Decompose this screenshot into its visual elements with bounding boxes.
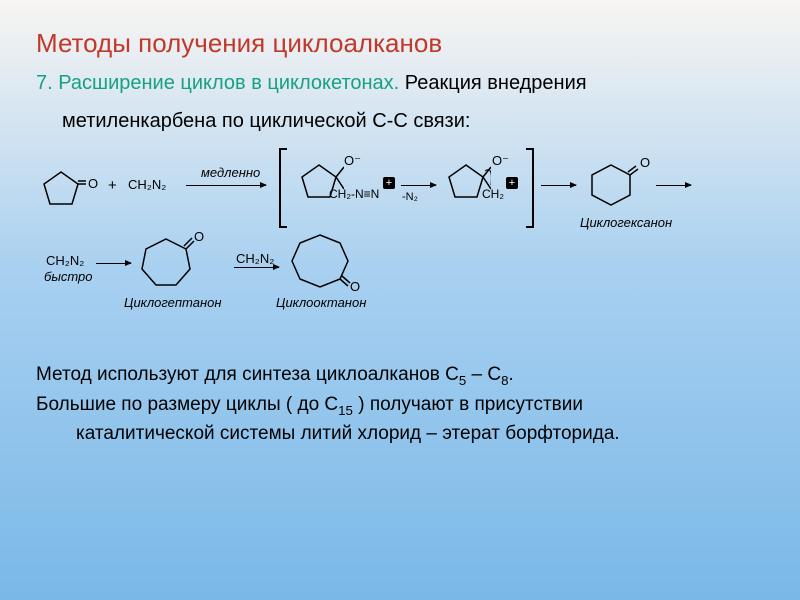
chept-o: O bbox=[194, 229, 204, 244]
bracket-left bbox=[279, 148, 287, 228]
section-rest-2: метиленкарбена по циклической С-С связи: bbox=[62, 110, 470, 132]
footer-text: Метод используют для синтеза циклоалкано… bbox=[36, 361, 764, 449]
diazomethane-label: CH₂N₂ bbox=[128, 177, 166, 192]
o-minus-2: O⁻ bbox=[492, 153, 509, 169]
arrow-4 bbox=[656, 185, 691, 186]
footer-l2s: 15 bbox=[338, 403, 353, 418]
cyclohexanone-icon bbox=[584, 161, 639, 209]
o-minus-1: O⁻ bbox=[344, 153, 361, 169]
arrow-6 bbox=[234, 267, 279, 268]
plus-box-1: + bbox=[383, 177, 395, 189]
fast-label: быстро bbox=[44, 269, 93, 284]
diazo-3: CH₂N₂ bbox=[236, 251, 274, 266]
minus-n2-label: -N₂ bbox=[402, 191, 418, 203]
arrow-2 bbox=[401, 185, 436, 186]
arrow-1 bbox=[186, 185, 266, 186]
page-title: Методы получения циклоалканов bbox=[36, 28, 764, 59]
cyclopentanone-icon bbox=[36, 168, 86, 208]
footer-l2b: ) получают в присутствии bbox=[353, 394, 583, 415]
cycloheptanone-name: Циклогептанон bbox=[124, 295, 221, 310]
arrow-3 bbox=[541, 185, 576, 186]
section-rest-1: Реакция внедрения bbox=[405, 72, 587, 94]
cp-oxygen-label: O bbox=[88, 176, 98, 191]
section-number: 7. bbox=[36, 72, 53, 94]
cycloheptanone-icon bbox=[136, 235, 196, 290]
reaction-scheme: O + CH₂N₂ медленно O⁻ CH₂-N≡N + -N₂ O⁻ C… bbox=[36, 143, 764, 343]
coct-o: O bbox=[350, 279, 360, 294]
footer-l1b: – С bbox=[466, 364, 501, 385]
cyclooctanone-name: Циклооктанон bbox=[276, 295, 366, 310]
diazo-2: CH₂N₂ bbox=[46, 253, 84, 268]
slow-label: медленно bbox=[201, 165, 260, 180]
ch2n-label: CH₂-N≡N bbox=[329, 187, 379, 201]
section-head: Расширение циклов в циклокетонах. bbox=[58, 72, 399, 94]
bracket-right bbox=[526, 148, 534, 228]
ch2-label: CH₂ bbox=[482, 187, 504, 201]
footer-l2a: Большие по размеру циклы ( до С bbox=[36, 394, 338, 415]
chex-o: O bbox=[640, 155, 650, 170]
footer-l1c: . bbox=[509, 364, 514, 385]
plus-sign: + bbox=[108, 177, 117, 194]
footer-l1s2: 8 bbox=[501, 373, 508, 388]
footer-l1a: Метод используют для синтеза циклоалкано… bbox=[36, 364, 459, 385]
footer-l3: каталитической системы литий хлорид – эт… bbox=[76, 423, 620, 444]
cyclohexanone-name: Циклогексанон bbox=[580, 215, 672, 230]
plus-box-2: + bbox=[506, 177, 518, 189]
cyclooctanone-icon bbox=[286, 231, 354, 293]
arrow-5 bbox=[96, 263, 131, 264]
